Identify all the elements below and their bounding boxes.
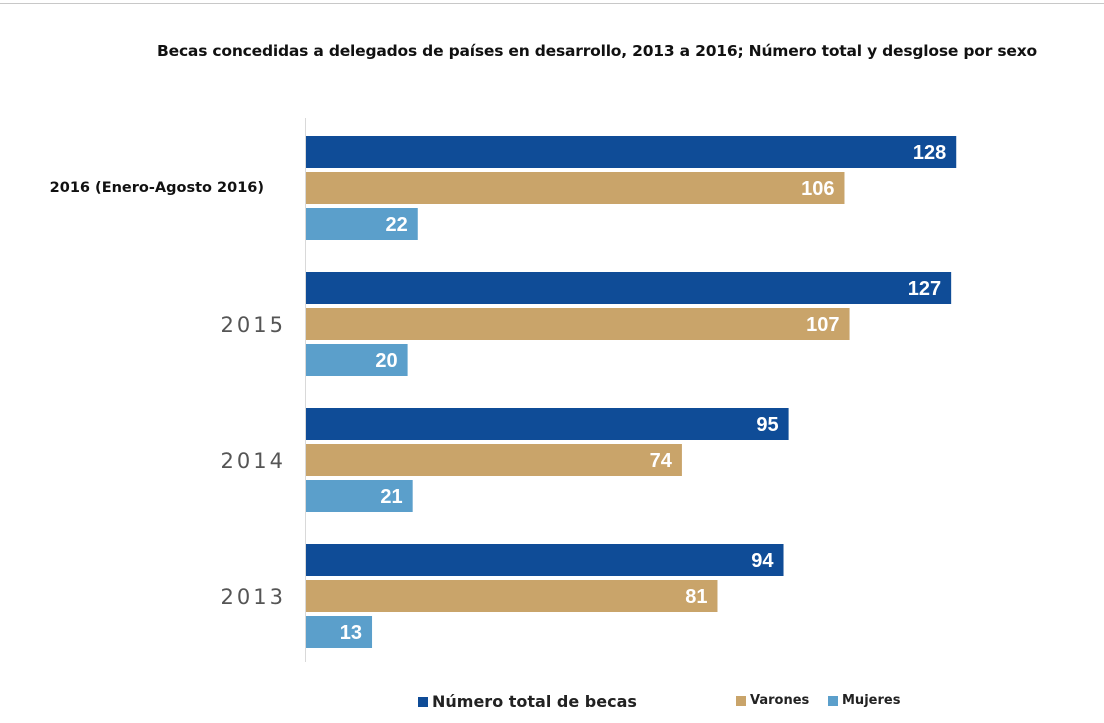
legend-swatch-mujeres: [828, 695, 838, 706]
legend-item-total: Número total de becas: [418, 692, 637, 711]
bar-2016-series-0: [306, 136, 957, 168]
legend-item-varones: Varones: [736, 693, 809, 708]
legend-swatch-varones: [736, 695, 746, 706]
data-label: 127: [908, 278, 941, 300]
data-label: 94: [751, 550, 774, 572]
bar-2016-series-2: [306, 208, 418, 240]
legend-item-mujeres: Mujeres: [828, 693, 900, 708]
category-label: 2015: [221, 313, 286, 337]
data-label: 95: [756, 414, 778, 436]
legend-label-total: Número total de becas: [432, 692, 637, 711]
bar-2015-series-0: [306, 272, 952, 304]
bar-2016-series-1: [306, 172, 845, 204]
chart-title: Becas concedidas a delegados de países e…: [157, 42, 1037, 60]
top-rule: [0, 3, 1104, 4]
category-label: 2014: [221, 449, 286, 473]
data-label: 81: [685, 586, 707, 608]
data-label: 21: [380, 486, 402, 508]
bar-2015-series-2: [306, 344, 408, 376]
data-label: 22: [386, 214, 408, 236]
bar-2013-series-0: [306, 544, 784, 576]
bar-2013-series-2: [306, 616, 373, 648]
bar-2013-series-1: [306, 580, 718, 612]
legend-label-varones: Varones: [750, 693, 810, 708]
data-label: 74: [650, 450, 673, 472]
bar-2014-series-2: [306, 480, 413, 512]
bar-2014-series-1: [306, 444, 682, 476]
data-label: 106: [801, 178, 834, 200]
category-label: 2016 (Enero-Agosto 2016): [50, 180, 264, 196]
legend-swatch-total: [418, 696, 428, 707]
legend-label-mujeres: Mujeres: [842, 693, 901, 708]
data-label: 128: [913, 142, 946, 164]
category-label: 2013: [221, 585, 286, 609]
data-label: 13: [340, 622, 362, 644]
bar-2014-series-0: [306, 408, 789, 440]
data-label: 107: [806, 314, 839, 336]
data-label: 20: [375, 350, 397, 372]
bar-2015-series-1: [306, 308, 850, 340]
